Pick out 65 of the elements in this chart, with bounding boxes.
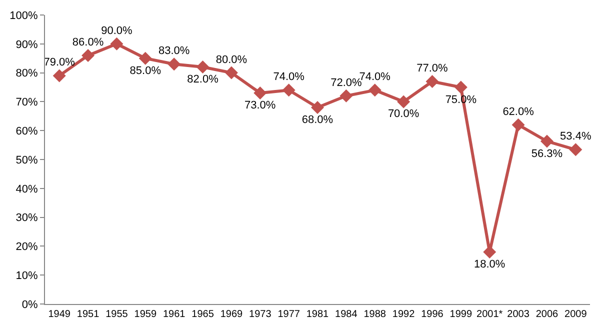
- y-tick-label: 20%: [16, 241, 38, 254]
- point: [52, 69, 66, 82]
- data-label: 74.0%: [273, 71, 305, 84]
- data-label: 90.0%: [101, 24, 133, 37]
- point: [282, 84, 296, 97]
- point: [540, 134, 554, 148]
- data-label: 86.0%: [72, 36, 104, 48]
- y-tick-label: 100%: [10, 10, 38, 22]
- y-tick-label: 70%: [16, 96, 38, 109]
- data-label: 56.3%: [531, 148, 563, 160]
- x-tick-label: 1984: [335, 309, 358, 320]
- point: [512, 118, 525, 132]
- data-label: 82.0%: [187, 74, 219, 86]
- point: [254, 86, 267, 100]
- data-label: 18.0%: [474, 258, 506, 270]
- x-tick-label: 1988: [364, 309, 386, 320]
- x-tick-label: 1955: [106, 309, 128, 320]
- y-tick-label: 10%: [16, 270, 38, 282]
- point: [168, 58, 181, 71]
- data-label: 72.0%: [330, 76, 362, 89]
- x-tick-label: 1999: [450, 309, 472, 320]
- x-tick-label: 2009: [564, 309, 588, 320]
- y-tick-label: 50%: [16, 154, 38, 166]
- data-label: 73.0%: [244, 100, 276, 112]
- x-tick-label: 1965: [192, 309, 214, 320]
- x-tick-label: 1996: [421, 309, 444, 320]
- point: [340, 89, 353, 102]
- data-label: 68.0%: [302, 114, 334, 126]
- point: [82, 48, 95, 62]
- point: [224, 66, 238, 80]
- data-label: 70.0%: [388, 108, 420, 120]
- x-tick-label: 2006: [536, 309, 559, 320]
- x-tick-label: 1977: [278, 309, 300, 320]
- data-label: 62.0%: [502, 106, 534, 118]
- x-tick-label: 1981: [306, 309, 330, 320]
- x-tick-label: 1969: [220, 309, 244, 320]
- point: [196, 60, 210, 74]
- data-label: 77.0%: [416, 62, 448, 74]
- x-tick-label: 1951: [76, 309, 100, 320]
- y-tick-label: 30%: [16, 212, 38, 224]
- y-tick-label: 0%: [22, 298, 38, 311]
- y-tick-label: 40%: [16, 183, 38, 196]
- data-label: 80.0%: [216, 54, 248, 66]
- point: [454, 80, 468, 94]
- point: [368, 84, 382, 97]
- x-tick-label: 1973: [249, 309, 272, 320]
- point: [138, 52, 152, 65]
- point: [397, 95, 410, 108]
- x-tick-label: 2003: [507, 309, 530, 320]
- x-tick-label: 1959: [134, 309, 157, 320]
- data-label: 85.0%: [130, 64, 162, 77]
- point: [426, 74, 439, 88]
- data-label: 83.0%: [158, 45, 190, 58]
- y-tick-label: 90%: [16, 38, 38, 51]
- point: [311, 100, 324, 114]
- point: [110, 37, 124, 50]
- x-tick-label: 1992: [392, 309, 416, 320]
- x-tick-label: 1949: [48, 309, 71, 320]
- x-tick-label: 2001*: [476, 309, 503, 320]
- y-tick-label: 80%: [16, 68, 38, 80]
- x-tick-label: 1961: [162, 309, 186, 320]
- data-label: 79.0%: [44, 56, 76, 69]
- point: [569, 143, 582, 156]
- y-tick-label: 60%: [16, 125, 38, 138]
- data-label: 53.4%: [560, 130, 592, 143]
